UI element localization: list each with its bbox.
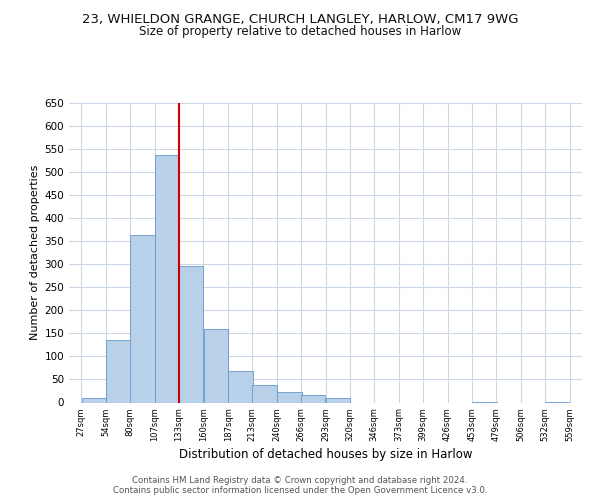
X-axis label: Distribution of detached houses by size in Harlow: Distribution of detached houses by size … — [179, 448, 472, 462]
Bar — [179, 266, 203, 402]
Text: Contains HM Land Registry data © Crown copyright and database right 2024.
Contai: Contains HM Land Registry data © Crown c… — [113, 476, 487, 495]
Bar — [229, 371, 253, 402]
Text: Size of property relative to detached houses in Harlow: Size of property relative to detached ho… — [139, 25, 461, 38]
Bar — [301, 395, 325, 402]
Bar — [106, 340, 131, 402]
Y-axis label: Number of detached properties: Number of detached properties — [30, 165, 40, 340]
Bar — [326, 398, 350, 402]
Bar — [155, 154, 179, 402]
Bar — [277, 392, 302, 402]
Bar — [252, 385, 277, 402]
Text: 23 WHIELDON GRANGE: 127sqm
← 57% of detached houses are smaller (936)
42% of sem: 23 WHIELDON GRANGE: 127sqm ← 57% of deta… — [0, 499, 1, 500]
Bar — [203, 328, 228, 402]
Bar — [82, 398, 106, 402]
Text: 23, WHIELDON GRANGE, CHURCH LANGLEY, HARLOW, CM17 9WG: 23, WHIELDON GRANGE, CHURCH LANGLEY, HAR… — [82, 12, 518, 26]
Bar — [130, 236, 155, 402]
